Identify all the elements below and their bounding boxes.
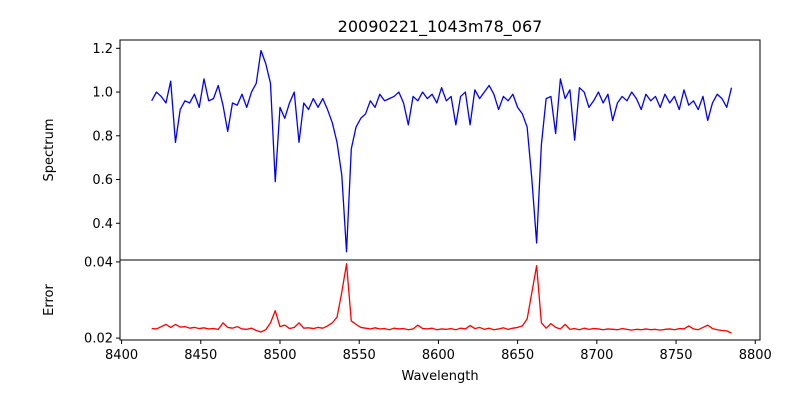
spectrum-line [151,49,733,253]
x-axis-label: Wavelength [401,369,478,384]
x-tick-label: 8750 [659,348,692,363]
x-tick-label: 8700 [580,348,613,363]
x-tick-label: 8400 [105,348,138,363]
x-tick-label: 8450 [184,348,217,363]
x-tick-label: 8600 [422,348,455,363]
x-tick-label: 8550 [343,348,376,363]
y-tick-label: 0.8 [92,129,113,144]
y-axis-label-error: Error [42,284,57,316]
y-tick-label: 0.6 [92,173,113,188]
y-tick-label: 0.02 [84,332,113,347]
x-tick-label: 8650 [501,348,534,363]
error-axes-frame [119,259,761,341]
x-tick-label: 8800 [739,348,772,363]
y-tick-label: 0.04 [84,255,113,270]
y-axis-label-spectrum: Spectrum [42,119,57,182]
y-tick-label: 1.0 [92,86,113,101]
error-line [151,263,732,334]
chart-title: 20090221_1043m78_067 [338,17,543,37]
y-tick-label: 1.2 [92,42,113,57]
x-tick-label: 8500 [263,348,296,363]
y-tick-label: 0.4 [92,217,113,232]
